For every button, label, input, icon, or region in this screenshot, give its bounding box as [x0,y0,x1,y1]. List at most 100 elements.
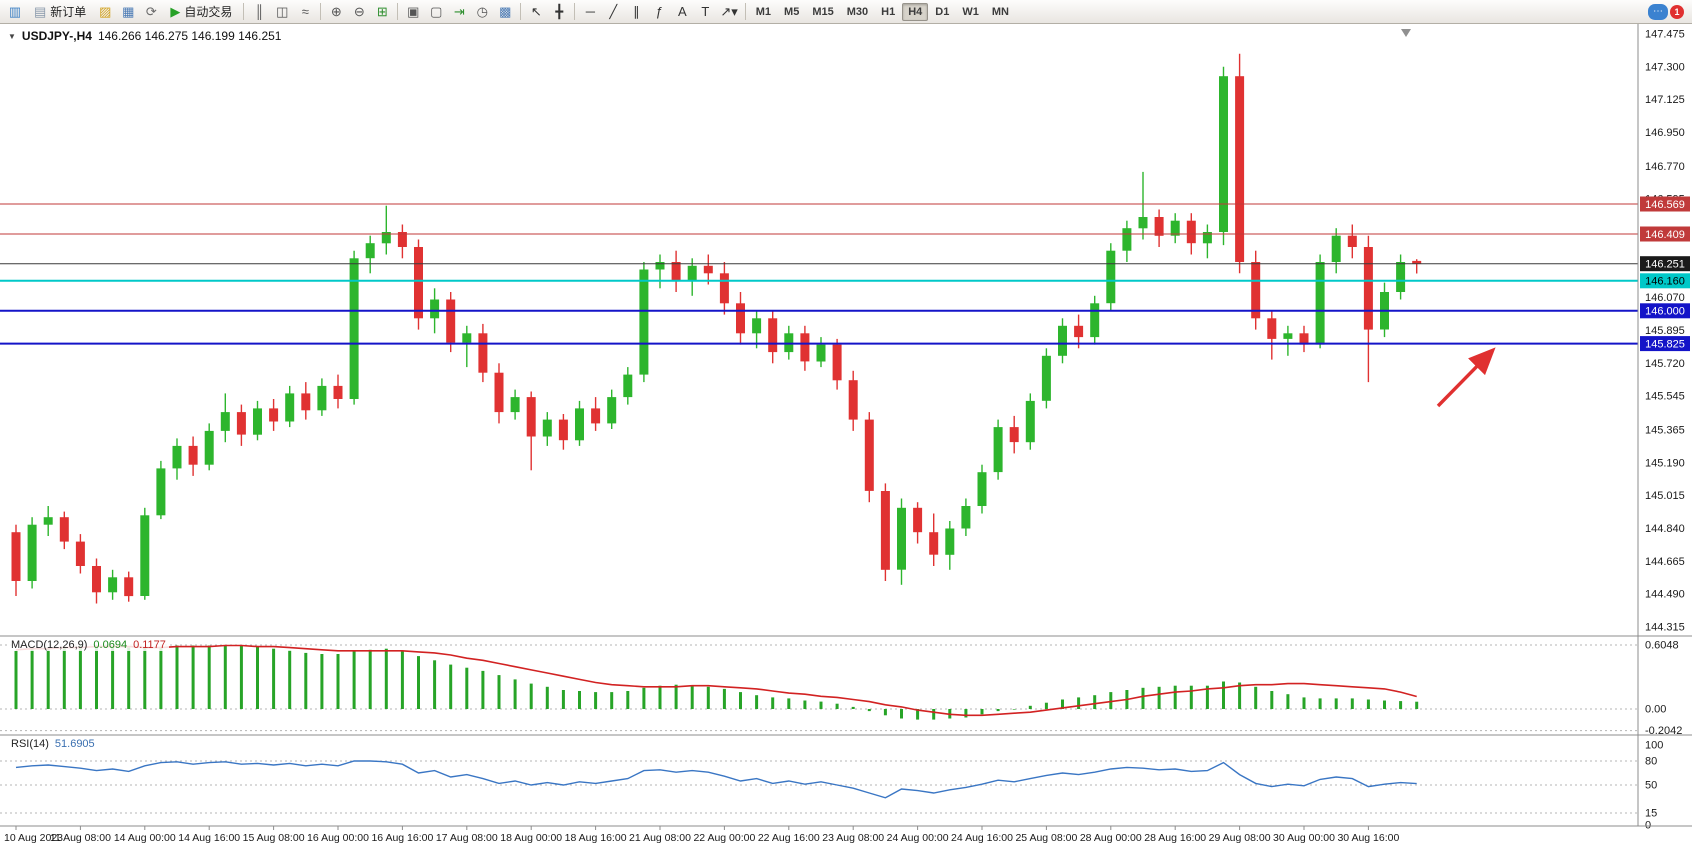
timeframe-m30-button[interactable]: M30 [841,3,874,21]
fibonacci-icon[interactable]: ƒ [648,2,670,22]
macd-bar [1366,699,1370,709]
candle-body [816,344,826,362]
cursor-icon: ↖ [530,4,542,19]
auto-scroll-icon[interactable]: ◷ [471,2,493,22]
arrows-tool-icon[interactable]: ↗▾ [717,2,740,22]
macd-bar [578,691,581,709]
trendline-icon[interactable]: ╱ [602,2,624,22]
macd-indicator-label: MACD(12,26,9) 0.0694 0.1177 [8,639,169,651]
arrange-windows-icon[interactable]: ▢ [425,2,447,22]
candle-body [124,577,134,597]
tile-windows-icon[interactable]: ⊞ [371,2,393,22]
timeframe-d1-button[interactable]: D1 [929,3,955,21]
macd-bar [1028,705,1032,709]
new-order-button[interactable]: ▤ 新订单 [27,2,93,22]
chat-icon[interactable]: ⋯ [1648,3,1668,20]
macd-bar [1044,702,1048,709]
macd-bar [14,650,18,709]
macd-bar [787,698,791,709]
candles [11,53,1422,604]
timeframe-w1-button[interactable]: W1 [956,3,985,21]
auto-trading-button[interactable]: ▶ 自动交易 [163,2,239,22]
time-axis-label: 22 Aug 16:00 [758,832,820,844]
arrows-tool-icon: ↗▾ [720,4,738,19]
macd-bar [529,683,533,709]
chat-button[interactable]: ⋯ 1 [1648,3,1684,20]
macd-bar [626,691,630,709]
zoom-in-icon[interactable]: ⊕ [325,2,347,22]
candle-body [333,385,343,399]
chart-template-icon[interactable]: ▩ [494,2,516,22]
candle-body [1170,220,1180,236]
macd-bar [1334,698,1338,709]
toolbar-separator [574,3,576,20]
time-axis-label: 16 Aug 16:00 [371,832,433,844]
metaeditor-icon[interactable]: ▨ [94,2,116,22]
toolbar-separator [744,3,746,20]
timeframe-m5-button[interactable]: M5 [778,3,805,21]
main-toolbar: ▥ ▤ 新订单 ▨ ▦ ⟳ ▶ 自动交易 ║ ◫ ≈ ⊕ ⊖ ⊞ ▣ ▢ ⇥ ◷ ▩ ↖ ╋ ─ ╱ ∥ ƒ A T ↗▾ M1 M5 M1… [0,0,1692,24]
line-chart-type-icon[interactable]: ≈ [294,2,316,22]
macd-signal-value: 0.1177 [133,639,166,651]
timeframe-mn-button[interactable]: MN [986,3,1015,21]
macd-axis-label: -0.2042 [1645,725,1682,737]
candle-body [43,517,53,525]
cursor-icon[interactable]: ↖ [525,2,547,22]
chart-shift-marker[interactable] [1401,29,1411,37]
time-axis-label: 30 Aug 00:00 [1273,832,1335,844]
bar-chart-type-icon[interactable]: ║ [248,2,270,22]
price-axis-label: 146.950 [1645,127,1685,139]
candle-body [1122,228,1132,251]
text-icon[interactable]: A [671,2,693,22]
zoom-out-icon[interactable]: ⊖ [348,2,370,22]
chart-title: ▼ USDJPY-,H4 146.266 146.275 146.199 146… [8,29,281,43]
macd-bar [1318,698,1322,709]
rsi-axis-label: 100 [1645,740,1663,752]
timeframe-m1-button[interactable]: M1 [750,3,777,21]
auto-trading-button-label: 自动交易 [184,5,233,19]
time-axis-label: 29 Aug 08:00 [1209,832,1271,844]
candle-body [832,344,842,381]
text-label-icon[interactable]: T [694,2,716,22]
cascade-windows-icon[interactable]: ▣ [402,2,424,22]
crosshair-icon[interactable]: ╋ [548,2,570,22]
timeframe-h4-button[interactable]: H4 [902,2,929,21]
candle-body [1041,355,1051,401]
candle-body [558,419,568,441]
candle-body [1396,262,1406,292]
horizontal-line-icon[interactable]: ─ [579,2,601,22]
channel-icon[interactable]: ∥ [625,2,647,22]
annotation-arrow[interactable] [1436,347,1496,408]
candle-body [75,541,85,566]
refresh-icon[interactable]: ⟳ [140,2,162,22]
macd-bar [1077,697,1081,709]
timeframe-h1-button[interactable]: H1 [875,3,901,21]
time-axis-label: 25 Aug 08:00 [1015,832,1077,844]
macd-bar [207,645,211,709]
macd-bar [175,645,179,709]
candle-body [671,262,681,281]
candle-body [800,333,810,362]
chart-window-icon[interactable]: ▥ [4,2,26,22]
auto-scroll-icon: ◷ [476,4,488,19]
market-watch-icon[interactable]: ▦ [117,2,139,22]
candle-body [575,408,584,441]
candle-body [381,232,391,244]
candlestick-type-icon[interactable]: ◫ [271,2,293,22]
macd-bar [755,695,759,709]
refresh-icon: ⟳ [145,4,157,19]
timeframe-m15-button[interactable]: M15 [806,3,839,21]
rsi-axis-label: 80 [1645,756,1657,768]
macd-bar [1254,686,1258,709]
macd-bar [980,709,984,715]
chart-shift-icon[interactable]: ⇥ [448,2,470,22]
macd-bar [30,648,34,709]
time-axis-label: 11 Aug 08:00 [50,832,111,844]
macd-bar [851,706,855,709]
macd-bar [658,685,662,709]
price-badge-label: 145.825 [1645,338,1685,350]
symbol-dropdown-icon[interactable]: ▼ [8,31,16,41]
